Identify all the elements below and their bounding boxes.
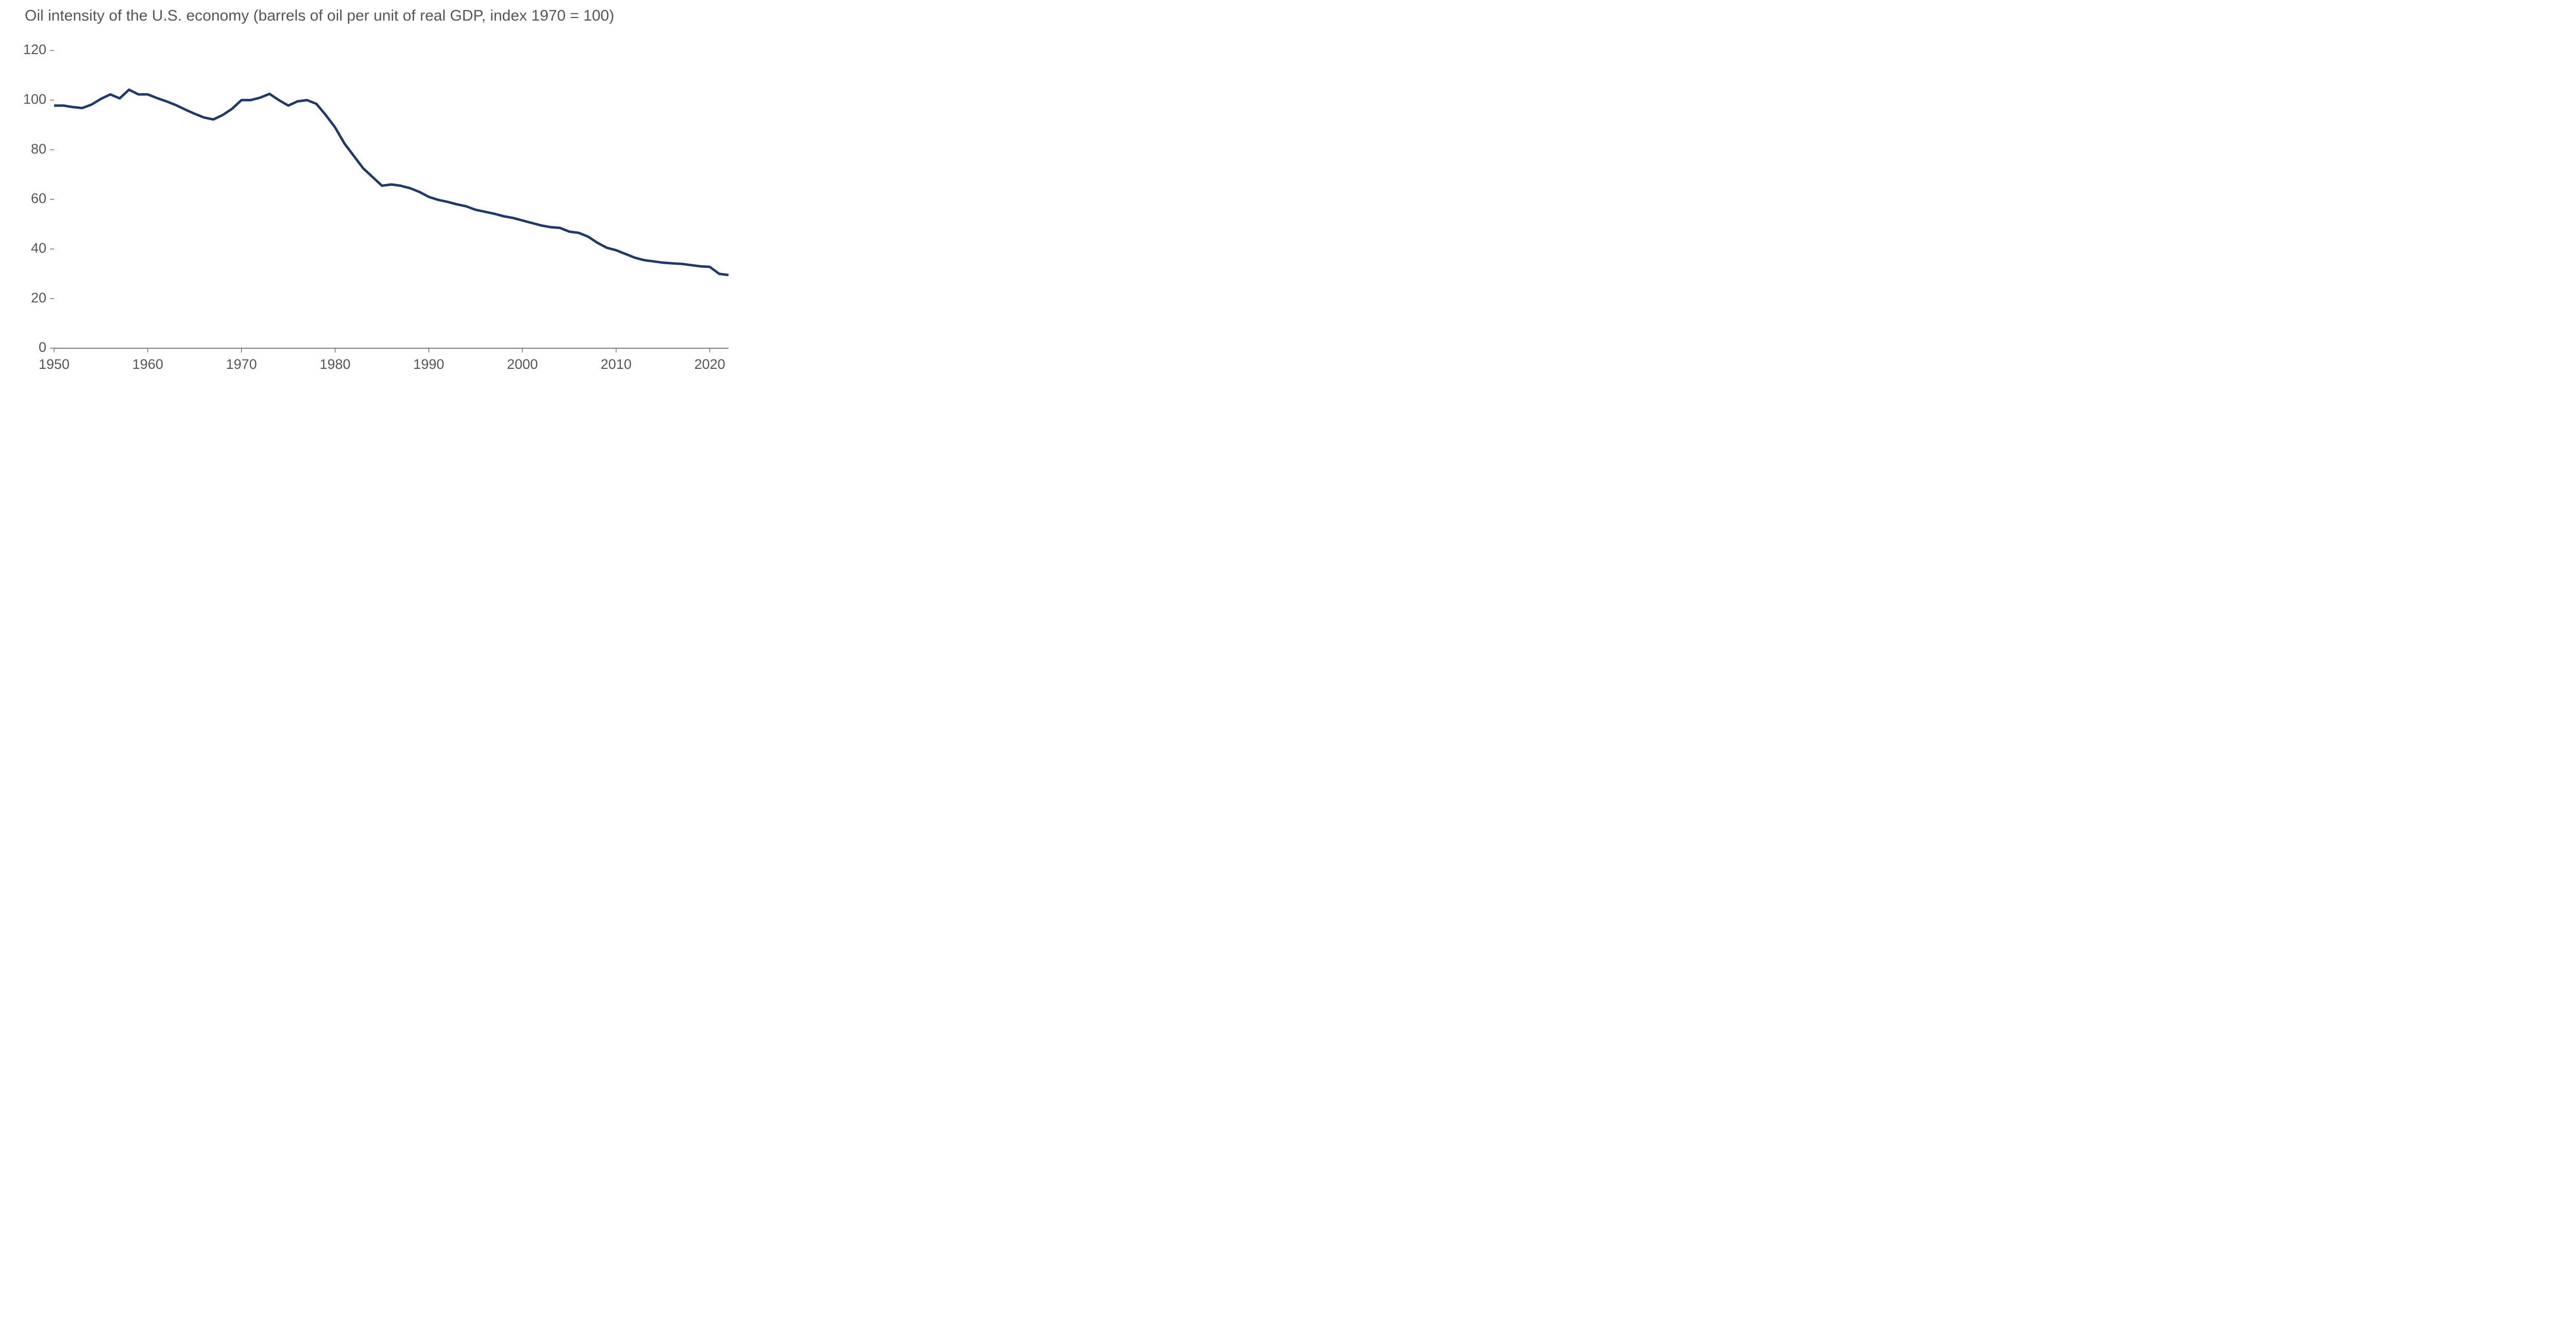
y-axis: 0 20 40 60 80 100 120 — [23, 42, 54, 355]
y-tick-label: 40 — [31, 240, 46, 256]
x-tick-label: 2020 — [694, 356, 725, 372]
x-tick-label: 2000 — [507, 356, 538, 372]
chart-title: Oil intensity of the U.S. economy (barre… — [25, 7, 614, 24]
chart-svg: Oil intensity of the U.S. economy (barre… — [0, 0, 742, 382]
x-tick-label: 1960 — [132, 356, 163, 372]
x-tick-label: 1970 — [226, 356, 257, 372]
y-tick-label: 60 — [31, 191, 46, 206]
oil-intensity-chart: Oil intensity of the U.S. economy (barre… — [0, 0, 742, 382]
oil-intensity-line — [54, 90, 728, 275]
y-tick-label: 120 — [23, 42, 46, 57]
y-tick-label: 0 — [39, 339, 46, 355]
x-tick-label: 2010 — [601, 356, 632, 372]
x-axis: 1950 1960 1970 1980 1990 2000 2010 2020 — [39, 348, 728, 372]
x-tick-label: 1990 — [413, 356, 444, 372]
x-tick-label: 1950 — [39, 356, 70, 372]
y-tick-label: 100 — [23, 91, 46, 107]
y-tick-label: 20 — [31, 290, 46, 305]
x-tick-label: 1980 — [319, 356, 350, 372]
y-tick-label: 80 — [31, 141, 46, 157]
